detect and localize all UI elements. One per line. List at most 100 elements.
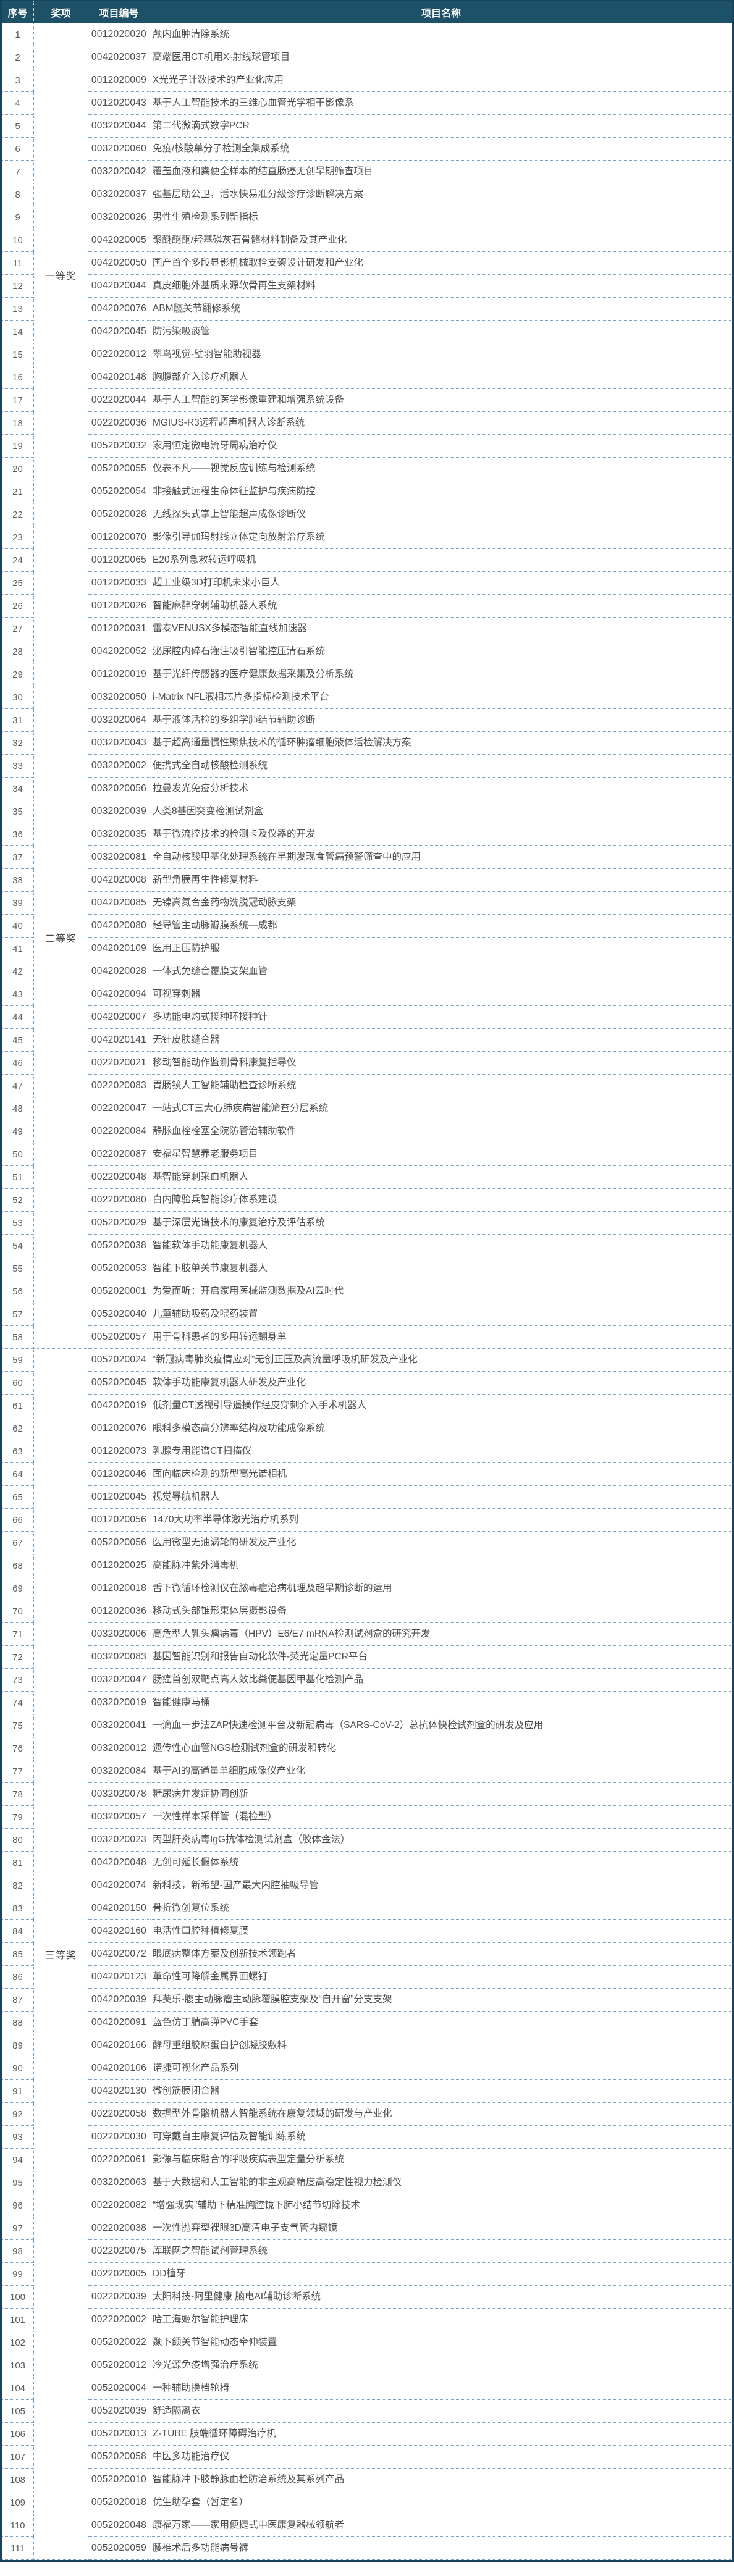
serial-cell: 33 — [2, 755, 34, 778]
project-code-cell: 0052020038 — [88, 1235, 150, 1257]
serial-cell: 35 — [2, 800, 34, 823]
serial-cell: 9 — [2, 206, 34, 229]
project-code-cell: 0022020021 — [88, 1052, 150, 1075]
project-code-cell: 0052020059 — [88, 2537, 150, 2560]
project-code-cell: 0022020036 — [88, 412, 150, 435]
project-name-cell: 眼底病整体方案及创新技术领跑者 — [150, 1943, 732, 1966]
project-name-cell: 1470大功率半导体激光治疗机系列 — [150, 1509, 732, 1532]
project-name-cell: MGIUS-R3远程超声机器人诊断系统 — [150, 412, 732, 435]
serial-cell: 11 — [2, 252, 34, 275]
project-name-cell: 库联网之智能试剂管理系统 — [150, 2240, 732, 2263]
project-code-cell: 0032020026 — [88, 206, 150, 229]
project-name-cell: 一滴血一步法ZAP快速检测平台及新冠病毒（SARS-CoV-2）总抗体快检试剂盒… — [150, 1714, 732, 1737]
serial-cell: 22 — [2, 503, 34, 526]
project-name-cell: 多功能电灼式接种环接种针 — [150, 1006, 732, 1029]
project-name-cell: 智能健康马桶 — [150, 1692, 732, 1714]
project-code-cell: 0022020084 — [88, 1120, 150, 1143]
serial-cell: 2 — [2, 46, 34, 69]
project-code-cell: 0022020012 — [88, 343, 150, 366]
header-project-code: 项目编号 — [88, 1, 150, 23]
project-code-cell: 0022020087 — [88, 1143, 150, 1166]
serial-cell: 90 — [2, 2057, 34, 2080]
serial-cell: 91 — [2, 2080, 34, 2103]
serial-cell: 93 — [2, 2126, 34, 2149]
project-code-cell: 0032020084 — [88, 1760, 150, 1783]
project-name-cell: 诺捷可视化产品系列 — [150, 2057, 732, 2080]
serial-cell: 19 — [2, 435, 34, 458]
serial-cell: 28 — [2, 640, 34, 663]
project-code-cell: 0042020008 — [88, 869, 150, 892]
project-name-cell: 优生助孕套（暂定名） — [150, 2491, 732, 2514]
project-code-cell: 0032020041 — [88, 1714, 150, 1737]
serial-cell: 8 — [2, 183, 34, 206]
serial-cell: 86 — [2, 1966, 34, 1989]
project-name-cell: 高危型人乳头瘤病毒（HPV）E6/E7 mRNA检测试剂盒的研究开发 — [150, 1623, 732, 1646]
project-code-cell: 0032020081 — [88, 846, 150, 869]
project-name-cell: 高能脉冲紫外消毒机 — [150, 1554, 732, 1577]
project-name-cell: 一次性抛弃型裸眼3D高清电子支气管内窥镜 — [150, 2217, 732, 2240]
project-code-cell: 0052020053 — [88, 1257, 150, 1280]
project-name-cell: 安福星智慧养老服务项目 — [150, 1143, 732, 1166]
project-name-cell: 智能麻醉穿刺辅助机器人系统 — [150, 595, 732, 618]
project-name-cell: 泌尿腔内碎石灌注吸引智能控压清石系统 — [150, 640, 732, 663]
project-name-cell: 强基层助公卫，活水快易准分级诊疗诊断解决方案 — [150, 183, 732, 206]
serial-cell: 81 — [2, 1852, 34, 1874]
project-code-cell: 0022020002 — [88, 2309, 150, 2331]
project-code-cell: 0042020141 — [88, 1029, 150, 1052]
serial-cell: 40 — [2, 915, 34, 938]
serial-cell: 39 — [2, 892, 34, 915]
project-code-cell: 0042020005 — [88, 229, 150, 252]
serial-cell: 72 — [2, 1646, 34, 1669]
project-code-cell: 0012020036 — [88, 1600, 150, 1623]
project-name-cell: 数据型外骨骼机器人智能系统在康复领域的研发与产业化 — [150, 2103, 732, 2126]
serial-cell: 101 — [2, 2309, 34, 2331]
project-name-cell: 腰椎术后多功能病号裤 — [150, 2537, 732, 2560]
project-name-cell: 基于人工智能的医学影像重建和增强系统设备 — [150, 389, 732, 412]
serial-cell: 100 — [2, 2286, 34, 2309]
serial-cell: 92 — [2, 2103, 34, 2126]
serial-cell: 6 — [2, 138, 34, 161]
project-name-cell: 低剂量CT透视引导遥操作经皮穿刺介入手术机器人 — [150, 1395, 732, 1417]
project-code-cell: 0042020019 — [88, 1395, 150, 1417]
serial-cell: 75 — [2, 1714, 34, 1737]
serial-cell: 21 — [2, 480, 34, 503]
project-code-cell: 0052020040 — [88, 1303, 150, 1326]
awards-table-body: 一等奖 1 0012020020 颅内血肿清除系统 2 0042020037 高端医用CT机… — [2, 23, 732, 2560]
project-name-cell: 为爱而听：开启家用医械监测数据及AI云时代 — [150, 1280, 732, 1303]
project-name-cell: 舌下微循环检测仪在脓毒症治病机理及超早期诊断的运用 — [150, 1577, 732, 1600]
project-name-cell: 胸腹部介入诊疗机器人 — [150, 366, 732, 389]
project-name-cell: 冷光源免疫增强治疗系统 — [150, 2354, 732, 2377]
project-code-cell: 0012020070 — [88, 526, 150, 549]
serial-cell: 103 — [2, 2354, 34, 2377]
project-code-cell: 0042020072 — [88, 1943, 150, 1966]
serial-cell: 25 — [2, 572, 34, 595]
project-name-cell: 男性生殖检测系列新指标 — [150, 206, 732, 229]
project-name-cell: 乳腺专用能谱CT扫描仪 — [150, 1440, 732, 1463]
serial-cell: 31 — [2, 709, 34, 732]
project-name-cell: 哈工海姬尔智能护理床 — [150, 2309, 732, 2331]
project-name-cell: 白内障验兵智能诊疗体系建设 — [150, 1189, 732, 1212]
project-name-cell: 免疫/核酸单分子检测全集成系统 — [150, 138, 732, 161]
project-name-cell: 遗传性心血管NGS检测试剂盒的研发和转化 — [150, 1737, 732, 1760]
serial-cell: 23 — [2, 526, 34, 549]
project-code-cell: 0022020038 — [88, 2217, 150, 2240]
serial-cell: 56 — [2, 1280, 34, 1303]
project-name-cell: 影像引导伽玛射线立体定向放射治疗系统 — [150, 526, 732, 549]
serial-cell: 96 — [2, 2194, 34, 2217]
serial-cell: 89 — [2, 2034, 34, 2057]
project-name-cell: 可穿戴自主康复评估及智能训练系统 — [150, 2126, 732, 2149]
project-code-cell: 0012020025 — [88, 1554, 150, 1577]
project-code-cell: 0042020166 — [88, 2034, 150, 2057]
serial-cell: 17 — [2, 389, 34, 412]
serial-cell: 85 — [2, 1943, 34, 1966]
project-code-cell: 0052020028 — [88, 503, 150, 526]
project-name-cell: 第二代微滴式数字PCR — [150, 115, 732, 138]
project-code-cell: 0022020044 — [88, 389, 150, 412]
serial-cell: 15 — [2, 343, 34, 366]
project-code-cell: 0032020019 — [88, 1692, 150, 1714]
project-code-cell: 0052020029 — [88, 1212, 150, 1235]
serial-cell: 61 — [2, 1395, 34, 1417]
project-code-cell: 0052020024 — [88, 1349, 150, 1372]
serial-cell: 66 — [2, 1509, 34, 1532]
project-name-cell: X光光子计数技术的产业化应用 — [150, 69, 732, 92]
